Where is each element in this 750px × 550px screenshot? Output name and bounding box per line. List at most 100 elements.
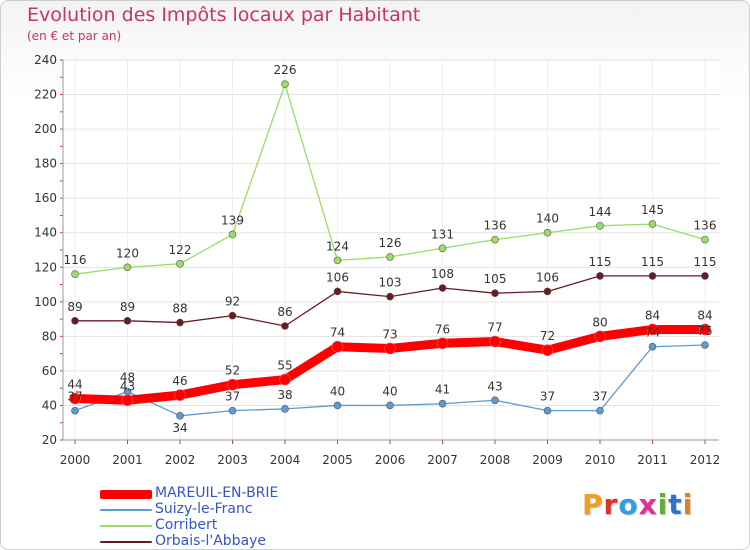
data-point — [226, 378, 239, 391]
data-point — [281, 322, 289, 330]
data-label: 72 — [540, 329, 555, 343]
data-label: 115 — [641, 255, 664, 269]
data-point — [438, 284, 447, 292]
legend-label: Orbais-l'Abbaye — [155, 533, 267, 549]
data-point — [438, 244, 447, 253]
data-point — [123, 263, 132, 272]
data-point — [701, 235, 709, 244]
data-point — [491, 289, 499, 297]
data-label: 46 — [172, 374, 187, 388]
data-point — [176, 412, 184, 420]
logo-letter: t — [668, 488, 683, 521]
data-label: 89 — [67, 300, 82, 314]
data-label: 106 — [536, 270, 559, 284]
y-tick-label: 220 — [34, 88, 57, 102]
data-label: 75 — [697, 324, 712, 338]
legend-label: MAREUIL-EN-BRIE — [155, 485, 279, 501]
data-point — [71, 317, 79, 325]
y-tick-label: 140 — [34, 226, 57, 240]
data-label: 84 — [697, 308, 712, 322]
x-tick-label: 2001 — [112, 453, 143, 467]
x-tick-label: 2007 — [427, 453, 458, 467]
data-point — [491, 396, 499, 405]
data-label: 73 — [382, 327, 397, 341]
legend-swatch — [100, 509, 152, 511]
y-tick-label: 60 — [42, 364, 57, 378]
x-tick-label: 2010 — [585, 453, 616, 467]
data-label: 74 — [645, 326, 660, 340]
data-point — [121, 394, 134, 407]
legend-swatch — [100, 525, 152, 527]
x-tick-label: 2000 — [60, 453, 91, 467]
data-label: 44 — [67, 378, 82, 392]
data-label: 34 — [172, 421, 187, 435]
data-label: 226 — [274, 63, 297, 77]
data-point — [596, 222, 604, 230]
data-point — [699, 323, 711, 336]
data-point — [228, 311, 237, 320]
data-point — [646, 323, 659, 336]
data-label: 76 — [435, 322, 450, 336]
data-point — [228, 406, 237, 415]
data-point — [174, 389, 186, 401]
data-label: 131 — [431, 227, 454, 241]
data-point — [648, 272, 657, 280]
data-point — [69, 392, 81, 405]
data-point — [123, 317, 132, 325]
data-point — [701, 272, 709, 280]
y-tick-label: 200 — [34, 122, 57, 136]
data-point — [384, 342, 396, 355]
data-point — [281, 405, 289, 413]
legend-swatch — [100, 489, 152, 499]
data-label: 43 — [120, 379, 135, 393]
data-label: 86 — [277, 305, 292, 319]
data-point — [543, 406, 552, 415]
y-tick-label: 160 — [34, 191, 57, 205]
data-point — [331, 340, 344, 353]
data-label: 144 — [589, 205, 612, 219]
data-point — [491, 235, 499, 244]
data-label: 88 — [172, 302, 187, 316]
x-tick-label: 2009 — [532, 453, 563, 467]
y-tick-label: 180 — [34, 157, 57, 171]
data-label: 108 — [431, 267, 454, 281]
logo-letter: i — [657, 488, 669, 521]
data-point — [543, 228, 552, 237]
data-label: 106 — [326, 270, 349, 284]
data-point — [176, 260, 184, 268]
data-label: 115 — [589, 255, 612, 269]
data-label: 55 — [277, 359, 292, 373]
y-tick-label: 20 — [42, 433, 57, 447]
x-tick-label: 2002 — [165, 453, 196, 467]
data-point — [648, 342, 657, 351]
data-label: 92 — [225, 295, 240, 309]
chart-subtitle: (en € et par an) — [27, 29, 122, 43]
data-label: 38 — [277, 388, 292, 402]
legend-label: Corribert — [155, 517, 218, 533]
data-point — [648, 220, 657, 228]
data-label: 80 — [592, 315, 607, 329]
data-point — [386, 292, 394, 301]
data-label: 120 — [116, 246, 139, 260]
data-point — [281, 80, 289, 88]
data-label: 48 — [120, 371, 135, 385]
data-label: 37 — [592, 390, 607, 404]
data-label: 145 — [641, 203, 664, 217]
logo-letter: P — [582, 488, 604, 521]
x-tick-label: 2012 — [690, 453, 721, 467]
data-label: 84 — [645, 308, 660, 322]
data-label: 43 — [487, 379, 502, 393]
logo-letter: x — [638, 488, 658, 521]
data-point — [333, 256, 342, 265]
x-tick-label: 2003 — [217, 453, 248, 467]
logo-letter: i — [682, 488, 694, 521]
data-label: 116 — [64, 253, 87, 267]
chart-title: Evolution des Impôts locaux par Habitant — [27, 4, 421, 26]
data-point — [176, 318, 184, 327]
proxiti-logo: Proxiti — [582, 488, 693, 521]
y-tick-label: 40 — [42, 398, 57, 412]
data-label: 37 — [67, 390, 82, 404]
y-tick-label: 120 — [34, 260, 57, 274]
data-label: 77 — [487, 321, 502, 335]
